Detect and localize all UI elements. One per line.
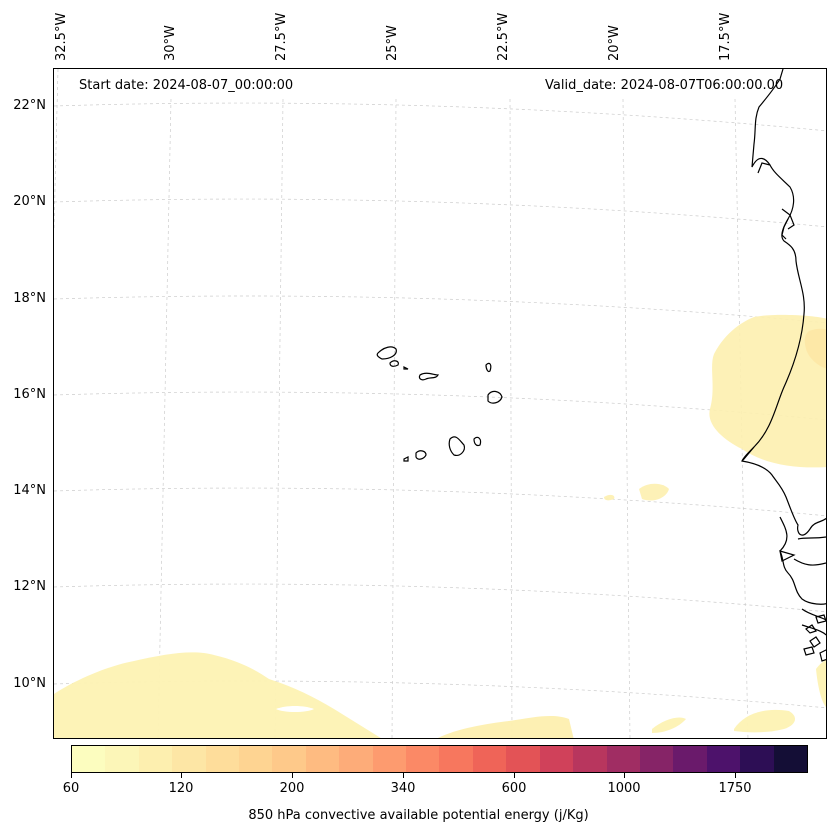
cape-area-east-patch bbox=[639, 483, 669, 501]
colorbar-swatch bbox=[406, 746, 440, 772]
colorbar-tick-label: 1750 bbox=[718, 781, 752, 796]
colorbar-swatch bbox=[606, 746, 640, 772]
colorbar-swatch bbox=[272, 746, 306, 772]
latitude-label: 16°N bbox=[13, 387, 46, 402]
colorbar-tick bbox=[624, 773, 625, 778]
cape-area-southwest-hole bbox=[276, 706, 314, 712]
colorbar-title: 850 hPa convective available potential e… bbox=[248, 808, 589, 823]
latitude-label: 20°N bbox=[13, 194, 46, 209]
colorbar-swatch bbox=[138, 746, 173, 772]
island-fogo bbox=[415, 450, 427, 460]
colorbar-swatch bbox=[639, 746, 674, 772]
colorbar-tick bbox=[514, 773, 515, 778]
island-santo-antao bbox=[376, 346, 397, 360]
valid-date-label: Valid_date: 2024-08-07T06:00:00.00 bbox=[545, 78, 784, 93]
colorbar-tick bbox=[292, 773, 293, 778]
colorbar-swatch bbox=[339, 746, 373, 772]
island-sao-nicolau bbox=[418, 372, 439, 381]
colorbar bbox=[71, 745, 808, 773]
africa-coastline-south bbox=[779, 516, 826, 605]
colorbar-swatch bbox=[172, 746, 206, 772]
bissagos-islands bbox=[805, 624, 817, 634]
longitude-label: 30°W bbox=[163, 25, 178, 61]
cape-area-southeast bbox=[734, 709, 796, 733]
latitude-label: 10°N bbox=[13, 676, 46, 691]
cape-area-southwest bbox=[54, 652, 381, 738]
cape-verde-islands bbox=[376, 346, 503, 462]
colorbar-tick-label: 120 bbox=[168, 781, 194, 796]
island-santa-luzia bbox=[403, 366, 409, 370]
colorbar-tick-label: 340 bbox=[390, 781, 416, 796]
colorbar-swatch bbox=[573, 746, 607, 772]
cape-field bbox=[54, 314, 826, 738]
colorbar-tick bbox=[71, 773, 72, 778]
cape-area-east-patch bbox=[604, 494, 615, 501]
colorbar-tick bbox=[403, 773, 404, 778]
longitude-label: 25°W bbox=[385, 25, 400, 61]
latitude-label: 22°N bbox=[13, 98, 46, 113]
island-sao-vicente bbox=[389, 360, 399, 367]
island-brava bbox=[403, 456, 409, 462]
senegal-inlet bbox=[741, 446, 755, 462]
colorbar-swatch bbox=[472, 746, 507, 772]
africa-coastline bbox=[741, 69, 826, 536]
island-sal bbox=[485, 362, 492, 373]
colorbar-swatch bbox=[773, 746, 807, 772]
colorbar-swatch bbox=[506, 746, 540, 772]
longitude-label: 22.5°W bbox=[496, 12, 511, 61]
longitude-label: 20°W bbox=[607, 25, 622, 61]
start-date-label: Start date: 2024-08-07_00:00:00 bbox=[79, 78, 294, 93]
colorbar-swatch bbox=[539, 746, 574, 772]
colorbar-tick-label: 200 bbox=[279, 781, 305, 796]
latitude-label: 14°N bbox=[13, 483, 46, 498]
colorbar-swatch bbox=[239, 746, 273, 772]
colorbar-swatch bbox=[305, 746, 340, 772]
colorbar-tick-label: 60 bbox=[62, 781, 80, 796]
colorbar-swatch bbox=[372, 746, 407, 772]
map-panel[interactable] bbox=[53, 68, 827, 739]
cape-area-southeast bbox=[652, 717, 686, 733]
colorbar-swatch bbox=[439, 746, 473, 772]
coastline bbox=[741, 69, 826, 662]
colorbar-swatch bbox=[673, 746, 707, 772]
colorbar-tick-label: 1000 bbox=[607, 781, 641, 796]
colorbar-tick-label: 600 bbox=[501, 781, 527, 796]
island-santiago bbox=[448, 436, 465, 456]
longitude-label: 27.5°W bbox=[274, 12, 289, 61]
cape-area-southeast-edge bbox=[816, 659, 826, 708]
colorbar-swatch bbox=[205, 746, 240, 772]
island-boa-vista bbox=[487, 390, 503, 404]
meridian-gridlines bbox=[54, 69, 749, 738]
colorbar-swatch bbox=[706, 746, 741, 772]
longitude-label: 17.5°W bbox=[718, 12, 733, 61]
colorbar-swatch bbox=[740, 746, 774, 772]
colorbar-swatch bbox=[105, 746, 139, 772]
cape-area-south bbox=[438, 715, 574, 738]
island-maio bbox=[473, 436, 482, 447]
cape-area-east-core bbox=[804, 328, 826, 369]
colorbar-swatch bbox=[72, 746, 106, 772]
colorbar-tick bbox=[181, 773, 182, 778]
map-canvas bbox=[54, 69, 826, 738]
latitude-label: 18°N bbox=[13, 291, 46, 306]
latitude-label: 12°N bbox=[13, 579, 46, 594]
longitude-label: 32.5°W bbox=[54, 12, 69, 61]
colorbar-tick bbox=[735, 773, 736, 778]
